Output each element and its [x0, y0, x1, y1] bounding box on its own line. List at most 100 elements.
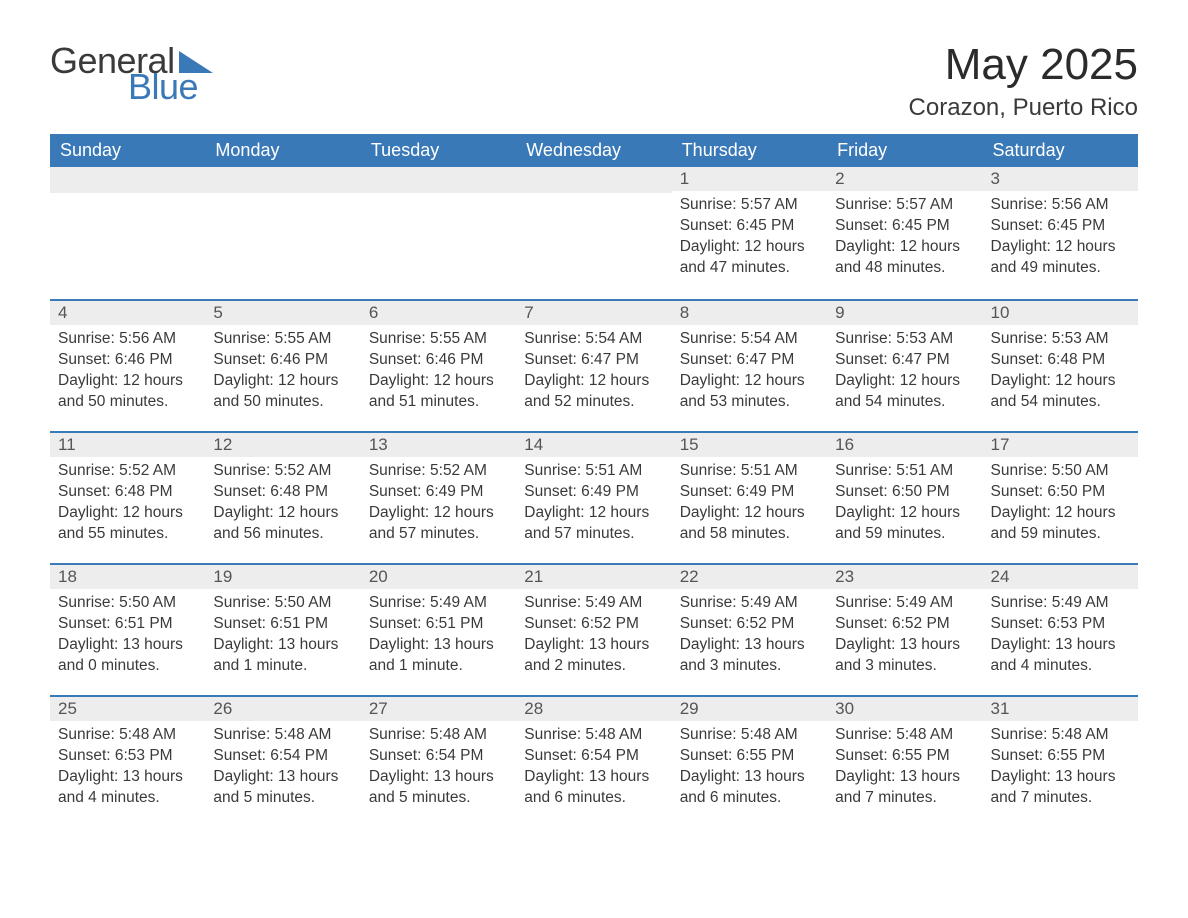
- day-number: 15: [672, 431, 827, 457]
- sunset-text: Sunset: 6:45 PM: [680, 216, 819, 237]
- day-number: 29: [672, 695, 827, 721]
- calendar-cell: [361, 167, 516, 299]
- sunset-text: Sunset: 6:48 PM: [991, 350, 1130, 371]
- day-number: 26: [205, 695, 360, 721]
- sunrise-text: Sunrise: 5:51 AM: [524, 461, 663, 482]
- sunrise-text: Sunrise: 5:56 AM: [991, 195, 1130, 216]
- calendar-cell: 11Sunrise: 5:52 AMSunset: 6:48 PMDayligh…: [50, 431, 205, 563]
- sunrise-text: Sunrise: 5:51 AM: [835, 461, 974, 482]
- day-number: 1: [672, 167, 827, 191]
- calendar-cell: 24Sunrise: 5:49 AMSunset: 6:53 PMDayligh…: [983, 563, 1138, 695]
- daylight-text: Daylight: 12 hours and 54 minutes.: [991, 371, 1130, 413]
- col-saturday: Saturday: [983, 134, 1138, 167]
- day-details: Sunrise: 5:49 AMSunset: 6:53 PMDaylight:…: [983, 589, 1138, 685]
- day-number: 17: [983, 431, 1138, 457]
- sunset-text: Sunset: 6:45 PM: [835, 216, 974, 237]
- daylight-text: Daylight: 13 hours and 3 minutes.: [680, 635, 819, 677]
- sunrise-text: Sunrise: 5:51 AM: [680, 461, 819, 482]
- calendar-cell: 10Sunrise: 5:53 AMSunset: 6:48 PMDayligh…: [983, 299, 1138, 431]
- daylight-text: Daylight: 13 hours and 3 minutes.: [835, 635, 974, 677]
- daylight-text: Daylight: 13 hours and 4 minutes.: [58, 767, 197, 809]
- sunrise-text: Sunrise: 5:53 AM: [991, 329, 1130, 350]
- daylight-text: Daylight: 12 hours and 57 minutes.: [524, 503, 663, 545]
- daylight-text: Daylight: 12 hours and 51 minutes.: [369, 371, 508, 413]
- day-details: Sunrise: 5:54 AMSunset: 6:47 PMDaylight:…: [516, 325, 671, 421]
- sunrise-text: Sunrise: 5:48 AM: [991, 725, 1130, 746]
- calendar-cell: 1Sunrise: 5:57 AMSunset: 6:45 PMDaylight…: [672, 167, 827, 299]
- day-number: 31: [983, 695, 1138, 721]
- calendar-cell: 28Sunrise: 5:48 AMSunset: 6:54 PMDayligh…: [516, 695, 671, 827]
- day-number: 30: [827, 695, 982, 721]
- sunrise-text: Sunrise: 5:48 AM: [680, 725, 819, 746]
- daylight-text: Daylight: 13 hours and 5 minutes.: [213, 767, 352, 809]
- day-number-empty: [205, 167, 360, 193]
- sunset-text: Sunset: 6:48 PM: [58, 482, 197, 503]
- daylight-text: Daylight: 12 hours and 50 minutes.: [58, 371, 197, 413]
- sunset-text: Sunset: 6:52 PM: [524, 614, 663, 635]
- day-number: 20: [361, 563, 516, 589]
- daylight-text: Daylight: 12 hours and 53 minutes.: [680, 371, 819, 413]
- day-details: Sunrise: 5:49 AMSunset: 6:52 PMDaylight:…: [827, 589, 982, 685]
- calendar-cell: [205, 167, 360, 299]
- sunset-text: Sunset: 6:54 PM: [369, 746, 508, 767]
- calendar-cell: 17Sunrise: 5:50 AMSunset: 6:50 PMDayligh…: [983, 431, 1138, 563]
- calendar-cell: [516, 167, 671, 299]
- sunrise-text: Sunrise: 5:52 AM: [369, 461, 508, 482]
- calendar-cell: 31Sunrise: 5:48 AMSunset: 6:55 PMDayligh…: [983, 695, 1138, 827]
- daylight-text: Daylight: 12 hours and 59 minutes.: [991, 503, 1130, 545]
- calendar-week-row: 4Sunrise: 5:56 AMSunset: 6:46 PMDaylight…: [50, 299, 1138, 431]
- day-number: 2: [827, 167, 982, 191]
- daylight-text: Daylight: 12 hours and 54 minutes.: [835, 371, 974, 413]
- calendar-header-row: Sunday Monday Tuesday Wednesday Thursday…: [50, 134, 1138, 167]
- sunset-text: Sunset: 6:55 PM: [680, 746, 819, 767]
- day-details: Sunrise: 5:52 AMSunset: 6:49 PMDaylight:…: [361, 457, 516, 553]
- daylight-text: Daylight: 12 hours and 58 minutes.: [680, 503, 819, 545]
- sunrise-text: Sunrise: 5:48 AM: [835, 725, 974, 746]
- calendar-cell: 18Sunrise: 5:50 AMSunset: 6:51 PMDayligh…: [50, 563, 205, 695]
- day-details: Sunrise: 5:55 AMSunset: 6:46 PMDaylight:…: [205, 325, 360, 421]
- col-friday: Friday: [827, 134, 982, 167]
- calendar-week-row: 1Sunrise: 5:57 AMSunset: 6:45 PMDaylight…: [50, 167, 1138, 299]
- daylight-text: Daylight: 13 hours and 5 minutes.: [369, 767, 508, 809]
- calendar-cell: 23Sunrise: 5:49 AMSunset: 6:52 PMDayligh…: [827, 563, 982, 695]
- sunrise-text: Sunrise: 5:55 AM: [369, 329, 508, 350]
- calendar-cell: 25Sunrise: 5:48 AMSunset: 6:53 PMDayligh…: [50, 695, 205, 827]
- sunset-text: Sunset: 6:51 PM: [213, 614, 352, 635]
- calendar-cell: 3Sunrise: 5:56 AMSunset: 6:45 PMDaylight…: [983, 167, 1138, 299]
- day-details: Sunrise: 5:52 AMSunset: 6:48 PMDaylight:…: [50, 457, 205, 553]
- day-number: 16: [827, 431, 982, 457]
- sunrise-text: Sunrise: 5:52 AM: [58, 461, 197, 482]
- sunrise-text: Sunrise: 5:53 AM: [835, 329, 974, 350]
- day-number: 23: [827, 563, 982, 589]
- day-number: 22: [672, 563, 827, 589]
- day-details: Sunrise: 5:51 AMSunset: 6:50 PMDaylight:…: [827, 457, 982, 553]
- day-details: Sunrise: 5:55 AMSunset: 6:46 PMDaylight:…: [361, 325, 516, 421]
- day-number: 7: [516, 299, 671, 325]
- sunset-text: Sunset: 6:51 PM: [369, 614, 508, 635]
- col-monday: Monday: [205, 134, 360, 167]
- sunrise-text: Sunrise: 5:48 AM: [213, 725, 352, 746]
- col-wednesday: Wednesday: [516, 134, 671, 167]
- day-number-empty: [516, 167, 671, 193]
- calendar-cell: 14Sunrise: 5:51 AMSunset: 6:49 PMDayligh…: [516, 431, 671, 563]
- sunrise-text: Sunrise: 5:54 AM: [680, 329, 819, 350]
- day-details: Sunrise: 5:56 AMSunset: 6:46 PMDaylight:…: [50, 325, 205, 421]
- day-details: Sunrise: 5:50 AMSunset: 6:51 PMDaylight:…: [50, 589, 205, 685]
- daylight-text: Daylight: 12 hours and 52 minutes.: [524, 371, 663, 413]
- daylight-text: Daylight: 13 hours and 6 minutes.: [524, 767, 663, 809]
- sunrise-text: Sunrise: 5:48 AM: [369, 725, 508, 746]
- sunset-text: Sunset: 6:55 PM: [991, 746, 1130, 767]
- sunset-text: Sunset: 6:46 PM: [213, 350, 352, 371]
- calendar-cell: 9Sunrise: 5:53 AMSunset: 6:47 PMDaylight…: [827, 299, 982, 431]
- day-number: 25: [50, 695, 205, 721]
- calendar-cell: 16Sunrise: 5:51 AMSunset: 6:50 PMDayligh…: [827, 431, 982, 563]
- day-number: 5: [205, 299, 360, 325]
- day-details: Sunrise: 5:49 AMSunset: 6:51 PMDaylight:…: [361, 589, 516, 685]
- sunset-text: Sunset: 6:55 PM: [835, 746, 974, 767]
- day-number: 18: [50, 563, 205, 589]
- calendar-cell: 2Sunrise: 5:57 AMSunset: 6:45 PMDaylight…: [827, 167, 982, 299]
- sunrise-text: Sunrise: 5:57 AM: [680, 195, 819, 216]
- day-number: 19: [205, 563, 360, 589]
- sunrise-text: Sunrise: 5:49 AM: [835, 593, 974, 614]
- calendar-cell: 13Sunrise: 5:52 AMSunset: 6:49 PMDayligh…: [361, 431, 516, 563]
